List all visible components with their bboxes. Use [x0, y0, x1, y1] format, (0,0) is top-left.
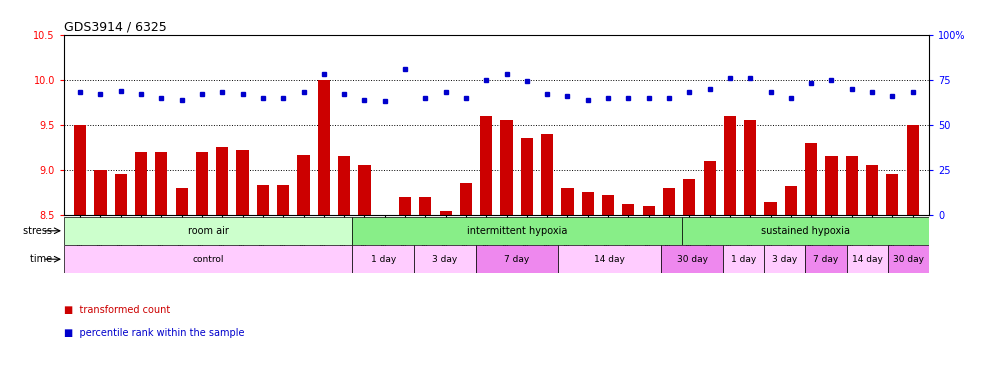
- Bar: [906, 125, 919, 215]
- Text: 14 day: 14 day: [851, 255, 883, 264]
- Bar: [723, 116, 736, 215]
- Bar: [155, 152, 167, 215]
- Bar: [352, 245, 414, 273]
- Text: 14 day: 14 day: [595, 255, 625, 264]
- Bar: [359, 166, 371, 215]
- Bar: [887, 174, 898, 215]
- Bar: [338, 156, 350, 215]
- Text: 7 day: 7 day: [813, 255, 838, 264]
- Text: ■  transformed count: ■ transformed count: [64, 305, 170, 315]
- Text: time: time: [30, 254, 55, 264]
- Bar: [414, 245, 476, 273]
- Bar: [682, 217, 929, 245]
- Bar: [64, 245, 352, 273]
- Bar: [257, 185, 269, 215]
- Bar: [196, 152, 208, 215]
- Bar: [888, 245, 929, 273]
- Bar: [784, 186, 797, 215]
- Bar: [521, 138, 533, 215]
- Bar: [704, 161, 716, 215]
- Bar: [399, 197, 411, 215]
- Bar: [298, 156, 310, 215]
- Text: control: control: [193, 255, 224, 264]
- Bar: [805, 245, 846, 273]
- Bar: [476, 245, 558, 273]
- Text: ■  percentile rank within the sample: ■ percentile rank within the sample: [64, 328, 245, 338]
- Bar: [643, 206, 655, 215]
- Bar: [277, 185, 289, 215]
- Bar: [135, 152, 147, 215]
- Bar: [866, 166, 878, 215]
- Text: 7 day: 7 day: [504, 255, 530, 264]
- Bar: [764, 245, 805, 273]
- Text: 1 day: 1 day: [731, 255, 756, 264]
- Bar: [352, 217, 682, 245]
- Bar: [216, 147, 228, 215]
- Bar: [94, 170, 106, 215]
- Bar: [683, 179, 695, 215]
- Bar: [846, 245, 888, 273]
- Bar: [480, 116, 492, 215]
- Bar: [500, 120, 513, 215]
- Bar: [439, 210, 452, 215]
- Bar: [460, 184, 472, 215]
- Text: 30 day: 30 day: [676, 255, 708, 264]
- Bar: [237, 150, 249, 215]
- Bar: [602, 195, 614, 215]
- Bar: [420, 197, 432, 215]
- Text: room air: room air: [188, 226, 228, 236]
- Text: 3 day: 3 day: [772, 255, 797, 264]
- Bar: [723, 245, 764, 273]
- Text: 3 day: 3 day: [433, 255, 457, 264]
- Text: intermittent hypoxia: intermittent hypoxia: [467, 226, 567, 236]
- Bar: [663, 188, 675, 215]
- Bar: [176, 188, 188, 215]
- Bar: [622, 204, 634, 215]
- Bar: [74, 125, 87, 215]
- Bar: [582, 192, 594, 215]
- Bar: [541, 134, 553, 215]
- Text: GDS3914 / 6325: GDS3914 / 6325: [64, 20, 167, 33]
- Text: sustained hypoxia: sustained hypoxia: [761, 226, 850, 236]
- Text: 30 day: 30 day: [893, 255, 924, 264]
- Bar: [826, 156, 838, 215]
- Bar: [805, 143, 817, 215]
- Text: stress: stress: [24, 226, 55, 236]
- Bar: [845, 156, 858, 215]
- Bar: [662, 245, 723, 273]
- Bar: [561, 188, 573, 215]
- Bar: [115, 174, 127, 215]
- Bar: [744, 120, 756, 215]
- Bar: [318, 80, 330, 215]
- Bar: [765, 202, 777, 215]
- Text: 1 day: 1 day: [371, 255, 396, 264]
- Bar: [64, 217, 352, 245]
- Bar: [558, 245, 662, 273]
